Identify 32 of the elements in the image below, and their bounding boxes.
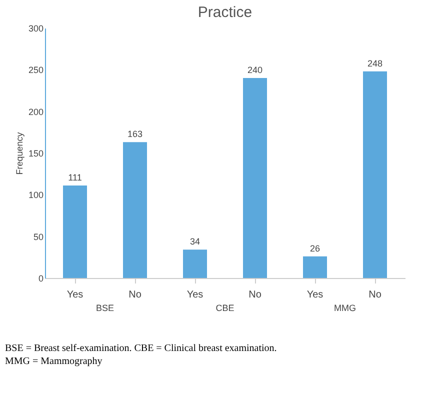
bar [183,250,207,278]
bar [63,186,87,278]
x-tick-label: No [248,290,262,300]
x-tick-label: Yes [66,290,84,300]
data-label: 111 [68,172,82,182]
bar [363,71,387,278]
y-tick-label: 200 [28,106,44,117]
text: BSE [96,303,114,313]
y-tick-label: 300 [28,24,44,34]
data-label: 34 [190,236,200,247]
data-label: 26 [310,243,320,254]
data-label: 248 [367,58,383,68]
chart-title: Practice [198,4,252,21]
y-tick-label: 150 [28,148,44,158]
x-tick-label: No [128,290,142,300]
y-tick-label: 50 [33,232,44,242]
y-tick-label: 250 [28,65,44,76]
bar [303,256,327,278]
x-tick-label: Yes [186,290,204,300]
y-tick-label: 0 [38,274,44,284]
data-label: 163 [127,129,143,140]
text: MMG [334,303,356,313]
bar [243,78,267,278]
x-tick-label: Yes [306,290,324,300]
text: CBE [216,303,234,313]
text: BSE = Breast self-examination. CBE = Clinical breast examination. [5,343,277,354]
text: MMG = Mammography [5,356,102,367]
bar [123,142,147,278]
y-tick-label: 100 [28,190,44,200]
data-label: 240 [247,65,263,75]
y-axis-title: Frequency [14,132,24,175]
x-tick-label: No [368,290,382,300]
